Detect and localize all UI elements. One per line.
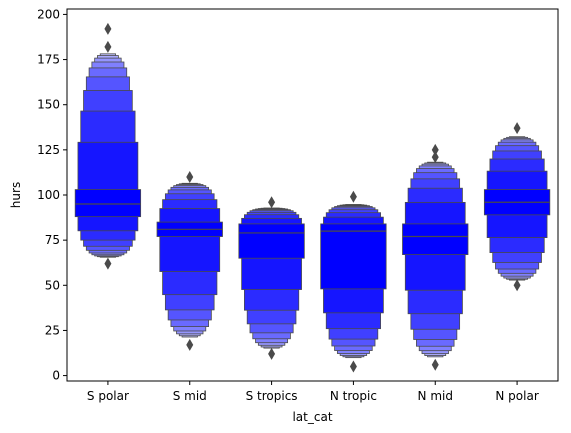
boxen-group xyxy=(321,204,386,357)
y-tick-label: 50 xyxy=(45,278,60,292)
y-axis-label: hurs xyxy=(9,182,23,208)
boxen-box xyxy=(78,142,138,231)
boxen-box xyxy=(321,224,386,289)
boxen-box xyxy=(75,190,140,217)
y-tick-label: 175 xyxy=(37,53,60,67)
boxen-group xyxy=(484,137,549,280)
x-tick-label: N tropic xyxy=(330,389,377,403)
boxen-group xyxy=(403,162,468,357)
boxen-box xyxy=(160,209,220,272)
x-tick-label: N mid xyxy=(418,389,453,403)
y-tick-label: 75 xyxy=(45,233,60,247)
boxen-box xyxy=(239,224,304,258)
y-tick-label: 150 xyxy=(37,98,60,112)
y-tick-label: 0 xyxy=(52,369,60,383)
x-tick-label: S tropics xyxy=(246,389,298,403)
x-tick-label: S polar xyxy=(87,389,129,403)
x-tick-label: N polar xyxy=(495,389,538,403)
boxen-box xyxy=(403,224,468,255)
x-axis-label: lat_cat xyxy=(292,410,332,424)
y-tick-label: 25 xyxy=(45,323,60,337)
x-tick-label: S mid xyxy=(173,389,207,403)
y-tick-label: 100 xyxy=(37,188,60,202)
y-tick-label: 200 xyxy=(37,7,60,21)
y-tick-label: 125 xyxy=(37,143,60,157)
